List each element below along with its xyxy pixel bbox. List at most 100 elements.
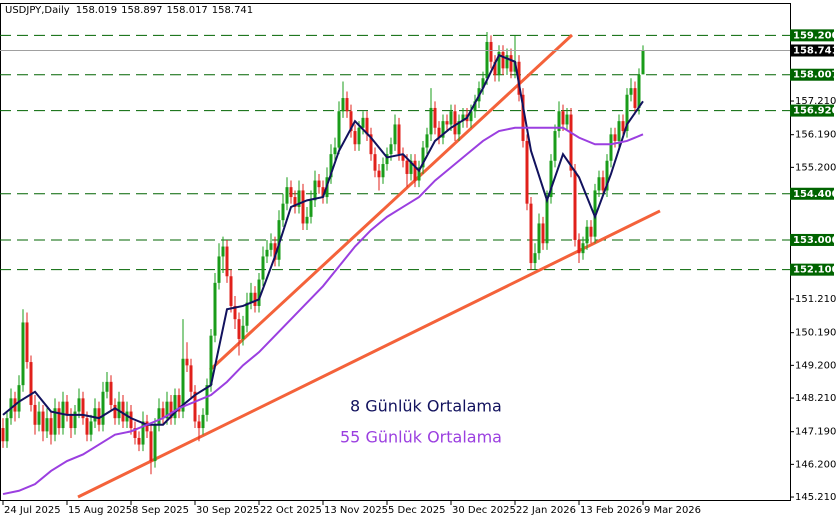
x-tick-label: 13 Nov 2025 <box>324 505 388 516</box>
candle-body <box>525 140 529 204</box>
candle-body <box>329 154 333 178</box>
y-tick-label: 148.210 <box>795 393 836 404</box>
candle-body <box>429 107 433 135</box>
candle-body <box>597 177 601 191</box>
symbol: USDJPY,Daily <box>5 5 70 16</box>
candle-body <box>157 408 161 425</box>
candle-body <box>213 282 217 336</box>
candle-body <box>189 365 193 392</box>
candle-body <box>493 61 497 75</box>
candle-body <box>133 428 137 438</box>
candle-body <box>153 424 157 462</box>
candle-body <box>529 203 533 264</box>
candle-body <box>333 147 337 155</box>
candle-body <box>641 50 645 75</box>
x-tick-label: 24 Jul 2025 <box>4 505 61 516</box>
moving-average <box>2 126 644 496</box>
candle-body <box>461 114 465 122</box>
y-tick-label: 149.200 <box>795 360 836 371</box>
close: 158.741 <box>212 5 253 16</box>
candle-body <box>365 117 369 135</box>
y-tick-label: 157.210 <box>795 96 836 107</box>
candle-body <box>169 401 173 419</box>
candle-body <box>249 292 253 303</box>
trendline <box>77 209 661 499</box>
candle-body <box>177 395 181 412</box>
candle-body <box>633 88 637 108</box>
candle-body <box>349 111 353 132</box>
candle-body <box>181 358 185 412</box>
candle-body <box>393 124 397 145</box>
chart-title: USDJPY,Daily 158.019 158.897 158.017 158.741 <box>5 5 253 16</box>
candle-body <box>369 134 373 155</box>
candle-body <box>109 381 113 405</box>
candle-body <box>237 319 241 339</box>
candle-body <box>277 220 281 260</box>
x-tick-label: 30 Dec 2025 <box>452 505 516 516</box>
level-box <box>790 29 834 42</box>
candle-body <box>589 226 593 237</box>
candle-body <box>517 61 521 95</box>
candle-body <box>209 335 213 386</box>
candle-body <box>533 253 537 264</box>
y-tick-label: 145.210 <box>795 492 836 503</box>
open: 158.019 <box>76 5 117 16</box>
candle-body <box>273 243 277 260</box>
level-box <box>790 263 834 276</box>
candle-body <box>221 246 225 257</box>
candle-body <box>621 121 625 132</box>
candle-body <box>521 94 525 141</box>
candle-body <box>73 411 77 429</box>
x-tick-label: 8 Sep 2025 <box>132 505 189 516</box>
candle-body <box>473 101 477 112</box>
x-tick-label: 9 Mar 2026 <box>644 505 701 516</box>
candle-body <box>485 41 489 79</box>
candle-body <box>217 256 221 283</box>
candle-body <box>629 88 633 95</box>
candle-body <box>285 187 289 204</box>
x-tick-label: 30 Sep 2025 <box>196 505 259 516</box>
y-tick-label: 147.190 <box>795 427 836 438</box>
candle-body <box>101 391 105 425</box>
candle-body <box>305 216 309 224</box>
level-label: 156.920 <box>793 106 837 117</box>
candle-body <box>65 401 69 415</box>
candle-body <box>357 127 361 145</box>
level-box <box>790 68 834 81</box>
trendline <box>208 33 574 372</box>
candle-body <box>29 362 33 405</box>
candle-body <box>381 164 385 178</box>
candle-body <box>317 180 321 188</box>
y-tick-label: 151.210 <box>795 294 836 305</box>
candle-body <box>293 197 297 207</box>
candle-body <box>57 408 61 429</box>
candle-body <box>241 325 245 339</box>
candle-body <box>205 385 209 415</box>
candle-body <box>137 437 141 445</box>
candle-body <box>257 279 261 306</box>
candle-body <box>565 114 569 125</box>
candle-body <box>457 121 461 135</box>
candle-body <box>405 160 409 174</box>
level-label: 159.200 <box>793 30 837 41</box>
candle-body <box>449 111 453 125</box>
x-tick-label: 22 Jan 2026 <box>516 505 576 516</box>
candle-body <box>297 190 301 207</box>
candle-body <box>441 121 445 138</box>
candle-body <box>25 322 29 363</box>
candle-body <box>113 404 117 419</box>
candle-body <box>601 177 605 191</box>
candle-body <box>5 418 9 442</box>
x-tick-label: 22 Oct 2025 <box>260 505 322 516</box>
candle-body <box>385 154 389 165</box>
candle-body <box>553 131 557 161</box>
series-label: 8 Günlük Ortalama <box>350 397 502 416</box>
candle-body <box>21 322 25 386</box>
y-tick-label: 156.190 <box>795 130 836 141</box>
candle-body <box>229 276 233 306</box>
high: 158.897 <box>121 5 162 16</box>
level-box <box>790 233 834 246</box>
candle-body <box>505 55 509 69</box>
x-tick-label: 15 Aug 2025 <box>68 505 132 516</box>
level-label: 154.400 <box>793 189 837 200</box>
